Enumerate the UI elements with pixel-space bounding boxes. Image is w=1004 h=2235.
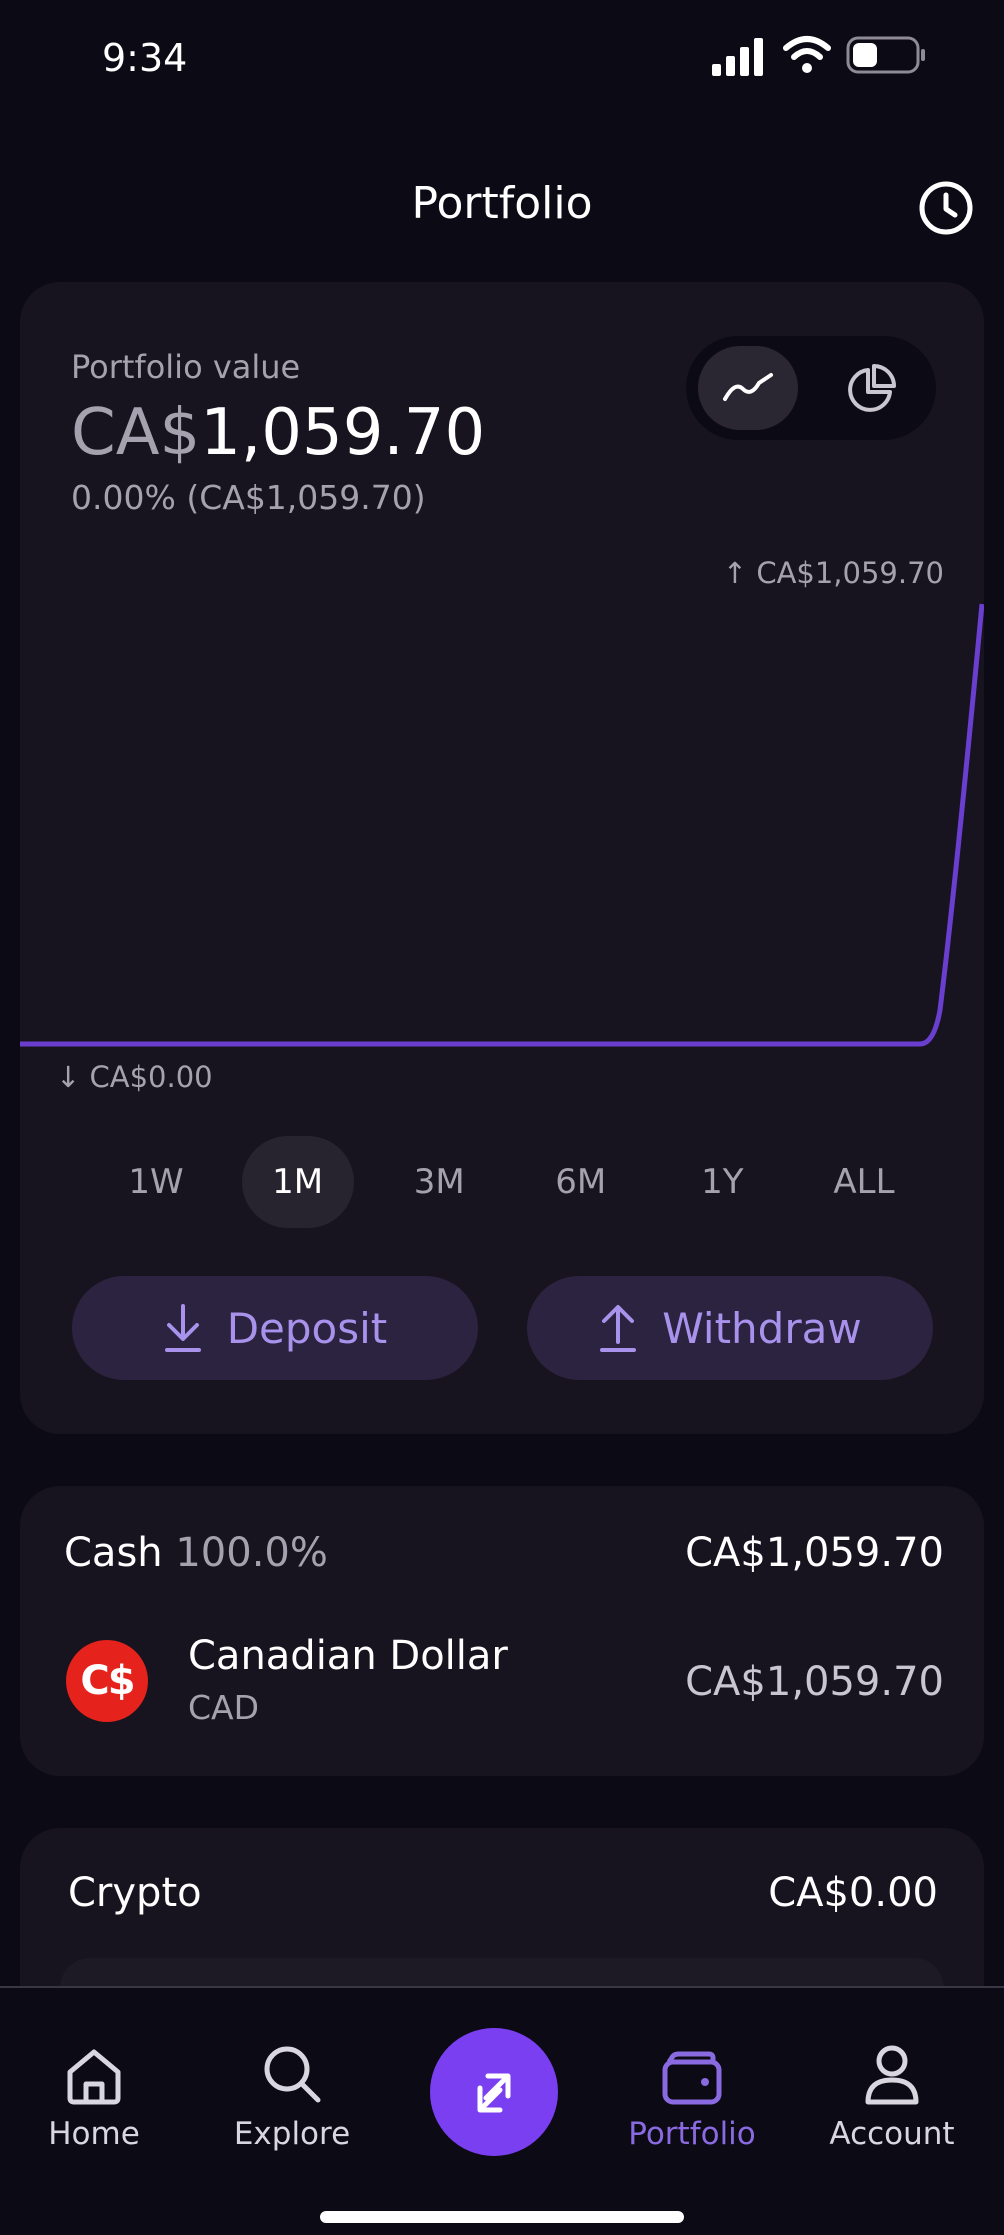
page-title: Portfolio — [411, 178, 593, 229]
home-icon — [67, 2049, 121, 2105]
line-chart-toggle[interactable] — [698, 346, 798, 430]
search-icon — [264, 2046, 321, 2103]
cash-label: Cash — [64, 1530, 163, 1576]
download-icon — [164, 1304, 201, 1352]
tab-explore[interactable]: Explore — [202, 2040, 382, 2152]
tab-portfolio[interactable]: Portfolio — [602, 2040, 782, 2152]
swap-button[interactable] — [430, 2028, 558, 2156]
crypto-total: CA$0.00 — [768, 1870, 938, 1916]
chart-high-label: ↑ CA$1,059.70 — [722, 556, 944, 590]
history-icon[interactable] — [916, 178, 976, 238]
period-1w[interactable]: 1W — [128, 1162, 184, 1202]
cash-percent: 100.0% — [175, 1530, 328, 1576]
amount: 1,059.70 — [200, 396, 486, 470]
battery-icon — [846, 36, 925, 74]
tab-portfolio-label: Portfolio — [628, 2116, 756, 2152]
period-6m[interactable]: 6M — [555, 1162, 607, 1202]
status-time: 9:34 — [102, 36, 188, 80]
wifi-icon — [783, 36, 831, 73]
asset-name[interactable]: Canadian Dollar — [188, 1633, 508, 1679]
portfolio-value-label: Portfolio value — [71, 348, 301, 386]
tab-account[interactable]: Account — [802, 2040, 982, 2152]
cellular-signal-icon — [712, 36, 766, 76]
person-icon — [865, 2045, 919, 2105]
pie-chart-icon — [848, 364, 896, 412]
portfolio-line — [20, 603, 984, 1047]
chart-low-label: ↓ CA$0.00 — [56, 1060, 213, 1094]
portfolio-chart — [20, 603, 984, 1047]
period-3m[interactable]: 3M — [413, 1162, 465, 1202]
tab-home[interactable]: Home — [4, 2040, 184, 2152]
asset-value: CA$1,059.70 — [685, 1659, 944, 1705]
canadian-dollar-icon: C$ — [66, 1640, 148, 1722]
line-chart-icon — [723, 373, 773, 401]
deposit-label: Deposit — [226, 1303, 388, 1353]
asset-code: CAD — [188, 1688, 260, 1727]
chart-view-toggle — [686, 336, 936, 440]
home-indicator — [320, 2211, 684, 2223]
withdraw-label: Withdraw — [662, 1303, 862, 1353]
portfolio-value-card — [20, 282, 984, 1434]
currency-prefix: CA$ — [71, 396, 201, 470]
period-1y[interactable]: 1Y — [701, 1162, 744, 1202]
portfolio-value-amount: CA$1,059.70 — [71, 396, 485, 470]
period-all[interactable]: ALL — [833, 1162, 895, 1202]
wallet-icon — [662, 2051, 722, 2105]
upload-icon — [600, 1305, 637, 1352]
period-selector: 1W 1M 3M 6M 1Y ALL — [100, 1136, 920, 1228]
period-1m[interactable]: 1M — [241, 1136, 354, 1228]
pie-chart-toggle[interactable] — [822, 346, 922, 430]
cash-card[interactable] — [20, 1486, 984, 1776]
cash-total: CA$1,059.70 — [685, 1530, 944, 1576]
tab-home-label: Home — [48, 2116, 140, 2152]
crypto-title: Crypto — [68, 1870, 202, 1916]
cash-title: Cash 100.0% — [64, 1530, 328, 1576]
portfolio-change: 0.00% (CA$1,059.70) — [71, 478, 426, 517]
deposit-button[interactable]: Deposit — [72, 1276, 478, 1380]
tab-account-label: Account — [829, 2116, 955, 2152]
tab-explore-label: Explore — [233, 2116, 351, 2152]
withdraw-button[interactable]: Withdraw — [527, 1276, 933, 1380]
swap-icon — [477, 2073, 511, 2113]
